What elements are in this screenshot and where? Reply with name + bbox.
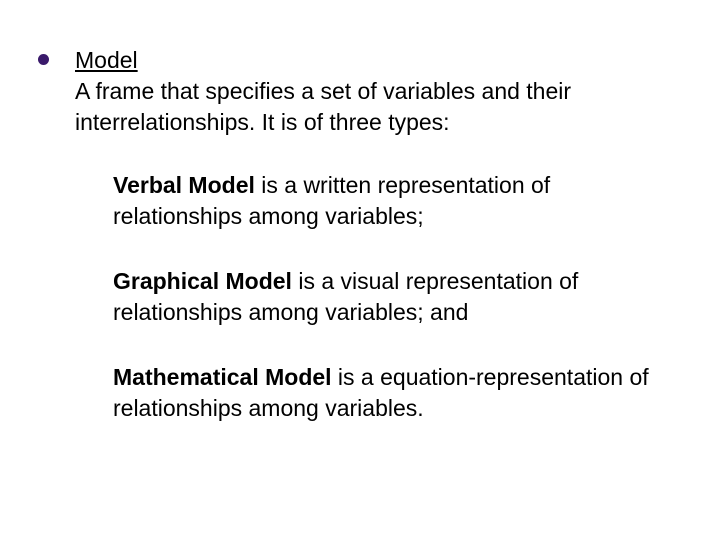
bullet-icon (38, 54, 49, 65)
model-type-title: Graphical Model (113, 268, 292, 294)
model-type-verbal: Verbal Model is a written representation… (113, 170, 680, 232)
heading-description: A frame that specifies a set of variable… (75, 78, 571, 135)
heading: Model (75, 47, 138, 73)
bullet-item: Model A frame that specifies a set of va… (38, 45, 680, 138)
model-type-title: Verbal Model (113, 172, 255, 198)
model-type-graphical: Graphical Model is a visual representati… (113, 266, 680, 328)
model-type-mathematical: Mathematical Model is a equation-represe… (113, 362, 680, 424)
model-type-title: Mathematical Model (113, 364, 332, 390)
bullet-content: Model A frame that specifies a set of va… (75, 45, 680, 138)
